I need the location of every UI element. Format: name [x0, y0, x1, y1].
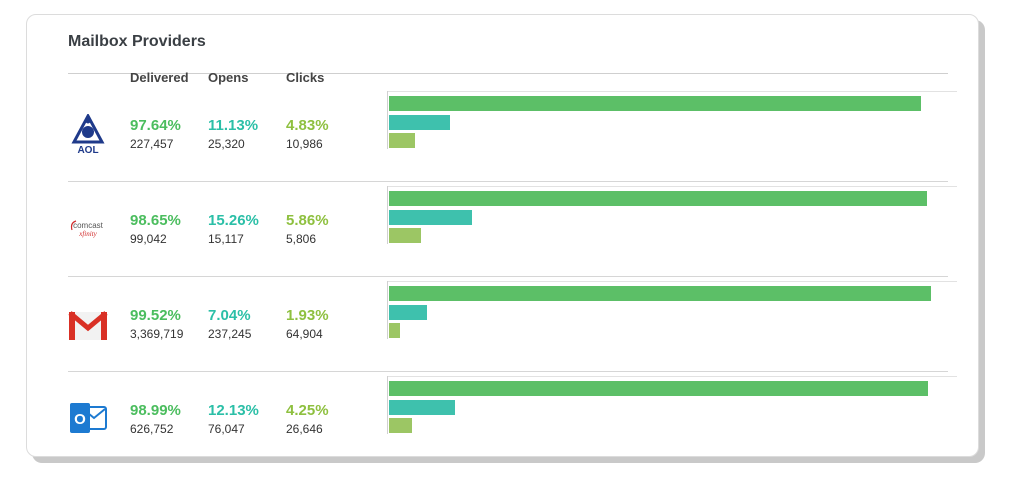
- opens-bar: [389, 305, 427, 320]
- provider-row-comcast: comcast xfinity 98.65% 99,042 15.26% 15,…: [27, 182, 978, 277]
- outlook-logo-text: O: [74, 411, 86, 428]
- gmail-logo-icon: [68, 304, 108, 344]
- opens-percent: 12.13%: [208, 402, 259, 419]
- bar-top-rule: [387, 186, 957, 187]
- clicks-bar: [389, 418, 412, 433]
- row-divider: [68, 371, 948, 372]
- clicks-bar: [389, 133, 415, 148]
- delivered-bar: [389, 96, 921, 111]
- opens-bar: [389, 115, 450, 130]
- bar-chart: [387, 277, 957, 372]
- clicks-percent: 4.83%: [286, 117, 329, 134]
- clicks-count: 26,646: [286, 422, 323, 436]
- column-header-opens: Opens: [208, 70, 249, 85]
- delivered-count: 3,369,719: [130, 327, 184, 341]
- delivered-percent: 97.64%: [130, 117, 181, 134]
- bar-top-rule: [387, 281, 957, 282]
- delivered-percent: 98.65%: [130, 212, 181, 229]
- row-divider: [68, 181, 948, 182]
- delivered-percent: 98.99%: [130, 402, 181, 419]
- delivered-bar: [389, 191, 927, 206]
- provider-row-outlook: O 98.99% 626,752 12.13% 76,047 4.25% 26,…: [27, 372, 978, 456]
- opens-count: 25,320: [208, 137, 245, 151]
- panel-title: Mailbox Providers: [68, 33, 206, 50]
- delivered-bar: [389, 381, 928, 396]
- clicks-bar: [389, 228, 421, 243]
- clicks-bar: [389, 323, 400, 338]
- bar-axis: [387, 281, 388, 339]
- clicks-count: 64,904: [286, 327, 323, 341]
- delivered-count: 227,457: [130, 137, 174, 151]
- xfinity-logo-text: xfinity: [78, 230, 97, 238]
- row-divider: [68, 276, 948, 277]
- header-divider: [68, 73, 948, 74]
- bar-axis: [387, 91, 388, 149]
- bar-chart: [387, 372, 957, 456]
- clicks-count: 5,806: [286, 232, 317, 246]
- opens-count: 237,245: [208, 327, 252, 341]
- opens-bar: [389, 400, 455, 415]
- clicks-percent: 1.93%: [286, 307, 329, 324]
- delivered-bar: [389, 286, 931, 301]
- opens-count: 15,117: [208, 232, 244, 246]
- opens-count: 76,047: [208, 422, 245, 436]
- clicks-percent: 5.86%: [286, 212, 329, 229]
- opens-percent: 11.13%: [208, 117, 259, 134]
- aol-logo-icon: AOL: [68, 112, 108, 156]
- bar-axis: [387, 376, 388, 434]
- clicks-count: 10,986: [286, 137, 323, 151]
- delivered-count: 626,752: [130, 422, 174, 436]
- provider-row-aol: AOL 97.64% 227,457 11.13% 25,320 4.83% 1…: [27, 87, 978, 182]
- column-header-clicks: Clicks: [286, 70, 325, 85]
- provider-row-gmail: 99.52% 3,369,719 7.04% 237,245 1.93% 64,…: [27, 277, 978, 372]
- opens-percent: 15.26%: [208, 212, 259, 229]
- bar-chart: [387, 87, 957, 182]
- outlook-logo-icon: O: [68, 399, 108, 439]
- opens-percent: 7.04%: [208, 307, 251, 324]
- clicks-percent: 4.25%: [286, 402, 329, 419]
- mailbox-providers-panel: Mailbox Providers Delivered Opens Clicks…: [26, 14, 979, 457]
- bar-top-rule: [387, 91, 957, 92]
- delivered-count: 99,042: [130, 232, 167, 246]
- bar-chart: [387, 182, 957, 277]
- comcast-logo-text: comcast: [73, 221, 104, 230]
- bar-axis: [387, 186, 388, 244]
- bar-top-rule: [387, 376, 957, 377]
- comcast-xfinity-logo-icon: comcast xfinity: [68, 209, 108, 249]
- opens-bar: [389, 210, 472, 225]
- aol-logo-text: AOL: [77, 145, 98, 154]
- column-header-delivered: Delivered: [130, 70, 189, 85]
- delivered-percent: 99.52%: [130, 307, 181, 324]
